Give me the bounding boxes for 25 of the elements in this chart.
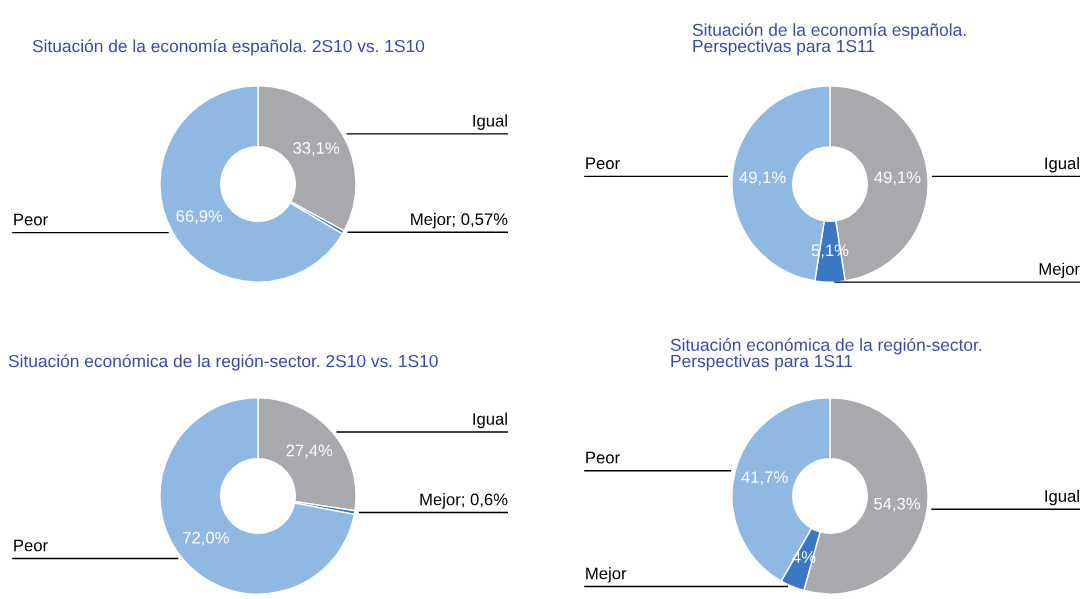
slice-label: Mejor <box>586 567 627 583</box>
chart-title: Situación de la economía española. 2S10 vs. 1S10 <box>32 39 425 56</box>
data-label: 27,4% <box>286 444 333 459</box>
slice-label: Igual <box>473 412 507 429</box>
data-label: 41,7% <box>741 471 788 485</box>
slice-label: Igual <box>1045 156 1079 173</box>
slice-label: Peor <box>586 451 620 464</box>
chart-title: Situación económica de la región-sector. Perspectivas para 1S11 <box>670 338 982 371</box>
data-label: 33,1% <box>293 142 340 156</box>
slice-label: Peor <box>14 539 48 552</box>
slice-label: Mejor; 0,6% <box>420 493 508 509</box>
data-label: 54,3% <box>874 497 921 512</box>
slice-label: Mejor <box>1039 262 1080 279</box>
data-label: 66,9% <box>176 210 223 225</box>
slice-label: Igual <box>473 114 507 130</box>
chart-title: Situación de la economía española. Perspectivas para 1S11 <box>692 23 966 56</box>
chart-title: Situación económica de la región-sector. 2S10 vs. 1S10 <box>8 354 438 371</box>
slice-label: Igual <box>1045 489 1079 506</box>
donut-slice <box>159 397 355 595</box>
data-label: 72,0% <box>183 531 229 546</box>
slice-label: Mejor; 0,57% <box>411 212 508 229</box>
data-label: 49,1% <box>874 171 921 186</box>
slice-label: Peor <box>586 157 620 170</box>
data-label: 49,1% <box>739 171 786 186</box>
slice-label: Peor <box>14 213 48 226</box>
